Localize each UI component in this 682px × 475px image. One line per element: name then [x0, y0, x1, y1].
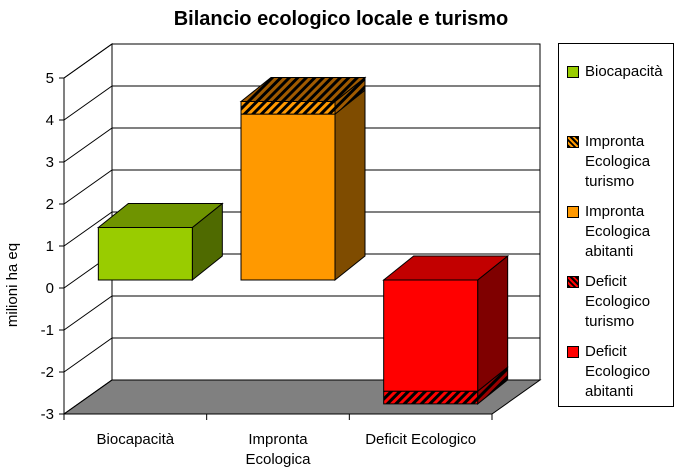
- x-tick-label: Deficit Ecologico: [365, 431, 476, 448]
- gridline: [63, 85, 540, 121]
- bar-impronta-ecologica-abitanti-side: [334, 89, 366, 282]
- gridline: [63, 127, 540, 163]
- y-tick-label: 4: [46, 112, 54, 129]
- y-axis: 5 4 3 2 1 0 -1 -2 -3: [41, 70, 65, 423]
- bar-deficit-ecologico-abitanti: [383, 279, 479, 392]
- y-tick-label: -3: [41, 406, 54, 423]
- y-axis-label: milioni ha eq: [4, 242, 21, 328]
- chart-bars: [96, 76, 510, 405]
- bar-impronta-ecologica-turismo: [240, 101, 336, 115]
- legend-label-biocapacita: Biocapacità: [585, 63, 663, 80]
- bar-biocapacit-: [97, 227, 193, 281]
- chart-legend: Biocapacità Impronta Ecologica turismo I…: [558, 43, 674, 407]
- bar-impronta-ecologica-abitanti: [240, 113, 336, 281]
- chart-title: Bilancio ecologico locale e turismo: [173, 8, 509, 30]
- y-tick-label: 1: [46, 238, 54, 255]
- x-tick-label: Impronta Ecologica: [245, 431, 311, 468]
- y-tick-label: -1: [41, 322, 54, 339]
- x-axis: Biocapacità Impronta Ecologica Deficit Ecol…: [63, 413, 493, 468]
- y-tick-label: 5: [46, 70, 54, 87]
- legend-label-impronta-turismo: Impronta Ecologica turismo: [585, 133, 651, 190]
- legend-swatch-impronta-turismo: [567, 136, 579, 148]
- legend-label-impronta-abitanti: Impronta Ecologica abitanti: [585, 203, 651, 260]
- gridline: [63, 169, 540, 205]
- legend-swatch-impronta-abitanti: [567, 206, 579, 218]
- y-tick-label: 3: [46, 154, 54, 171]
- gridline: [63, 211, 540, 247]
- y-tick-label: 0: [46, 280, 54, 297]
- bar-deficit-ecologico-turismo: [383, 390, 479, 405]
- x-tick-label: Biocapacità: [97, 431, 175, 448]
- legend-swatch-deficit-abitanti: [567, 346, 579, 358]
- y-tick-label: 2: [46, 196, 54, 213]
- legend-swatch-biocapacita: [567, 66, 579, 78]
- y-tick-label: -2: [41, 364, 54, 381]
- legend-swatch-deficit-turismo: [567, 276, 579, 288]
- gridline: [63, 43, 540, 79]
- legend-label-deficit-abitanti: Deficit Ecologico abitanti: [585, 343, 651, 400]
- legend-label-deficit-turismo: Deficit Ecologico turismo: [585, 273, 651, 330]
